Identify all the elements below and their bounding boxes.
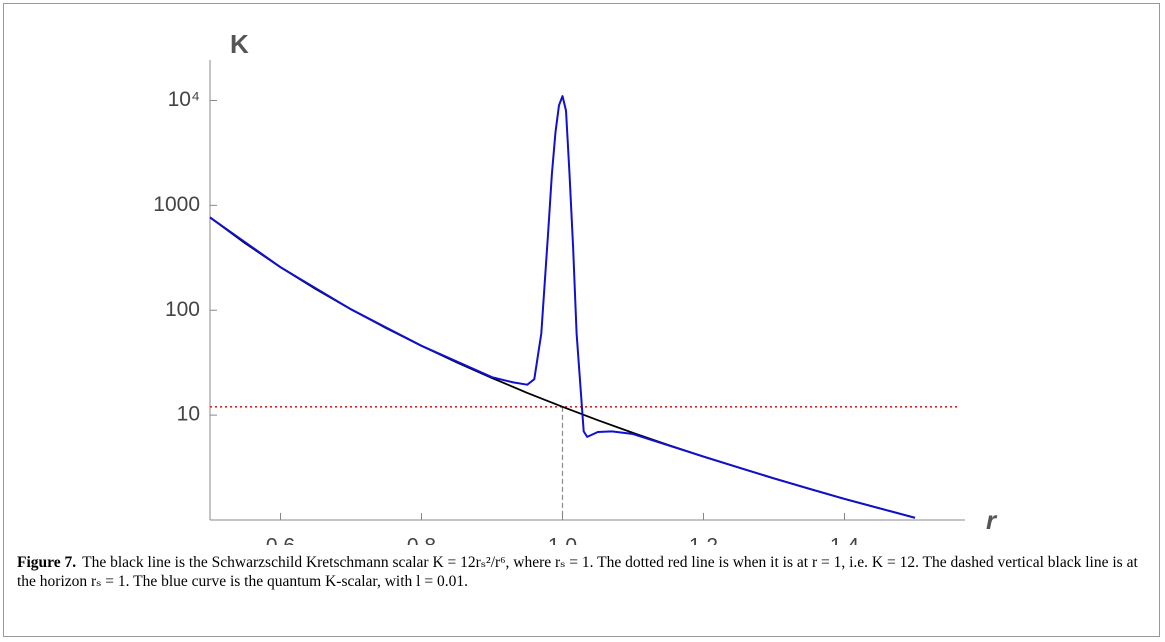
- x-axis-label: r: [986, 505, 998, 535]
- x-tick-label: 1.0: [548, 535, 577, 545]
- y-axis-label: K: [230, 29, 249, 59]
- y-tick-label: 10: [177, 403, 200, 426]
- x-tick-label: 0.6: [266, 535, 295, 545]
- caption-text: The black line is the Schwarzschild Kret…: [17, 554, 1138, 590]
- caption: Figure 7. The black line is the Schwarzsc…: [17, 553, 1152, 591]
- x-tick-label: 1.4: [830, 535, 860, 545]
- x-tick-label: 0.8: [407, 535, 436, 545]
- figure-frame: [3, 3, 1160, 637]
- y-tick-label: 10⁴: [168, 88, 200, 111]
- y-tick-label: 1000: [153, 193, 200, 216]
- curve: [209, 95, 916, 519]
- x-tick-label: 1.2: [689, 535, 718, 545]
- y-tick-label: 100: [165, 298, 200, 321]
- caption-label: Figure 7.: [17, 554, 77, 571]
- chart: K r 10 100 1000 10⁴ 0.6 0.8 1.0 1.2 1.4: [153, 29, 998, 545]
